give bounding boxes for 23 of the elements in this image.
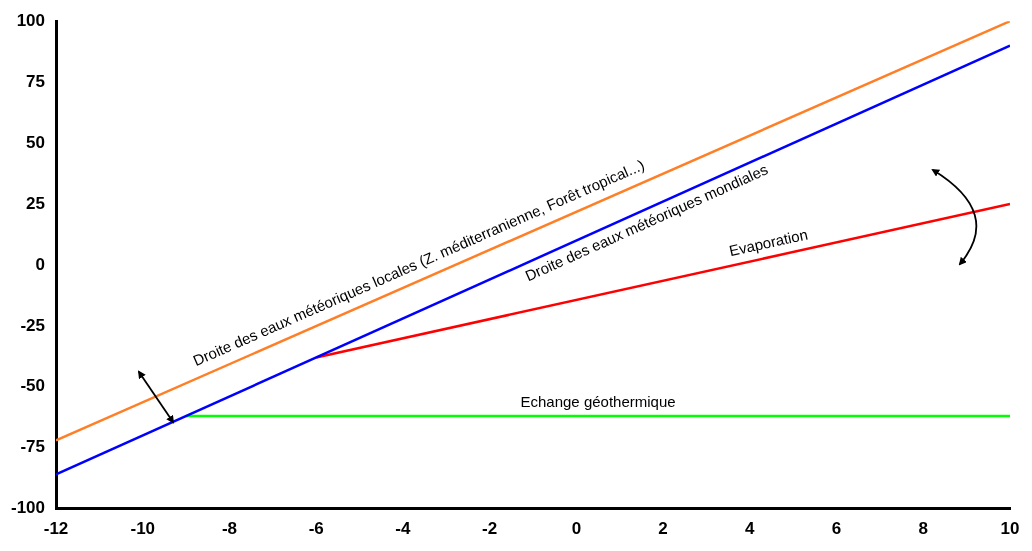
y-tick-label: -100 [10, 498, 46, 518]
y-tick-label: 50 [26, 132, 46, 152]
x-tick-label: -6 [308, 519, 324, 539]
y-tick-label: -50 [20, 376, 46, 396]
y-tick-label: -75 [20, 437, 46, 457]
y-tick-label: -25 [20, 315, 46, 335]
x-tick-label: -10 [130, 519, 156, 539]
annotation: Evaporation [727, 225, 810, 260]
x-tick-label: -8 [221, 519, 238, 539]
y-tick-label: 75 [26, 71, 46, 91]
x-tick-label: 10 [1000, 519, 1020, 539]
x-tick-label: -4 [395, 519, 412, 539]
x-tick-label: -2 [482, 519, 498, 539]
x-tick-label: -12 [43, 519, 69, 539]
y-tick-label: 100 [16, 10, 46, 30]
y-tick-label: 25 [26, 193, 46, 213]
x-tick-label: 2 [658, 519, 668, 539]
annotation: Echange géothermique [520, 392, 676, 410]
x-tick-label: 4 [745, 519, 756, 539]
x-tick-label: 6 [831, 519, 842, 539]
x-tick-label: 0 [571, 519, 582, 539]
y-tick-label: 0 [35, 254, 46, 274]
x-tick-label: 8 [918, 519, 929, 539]
